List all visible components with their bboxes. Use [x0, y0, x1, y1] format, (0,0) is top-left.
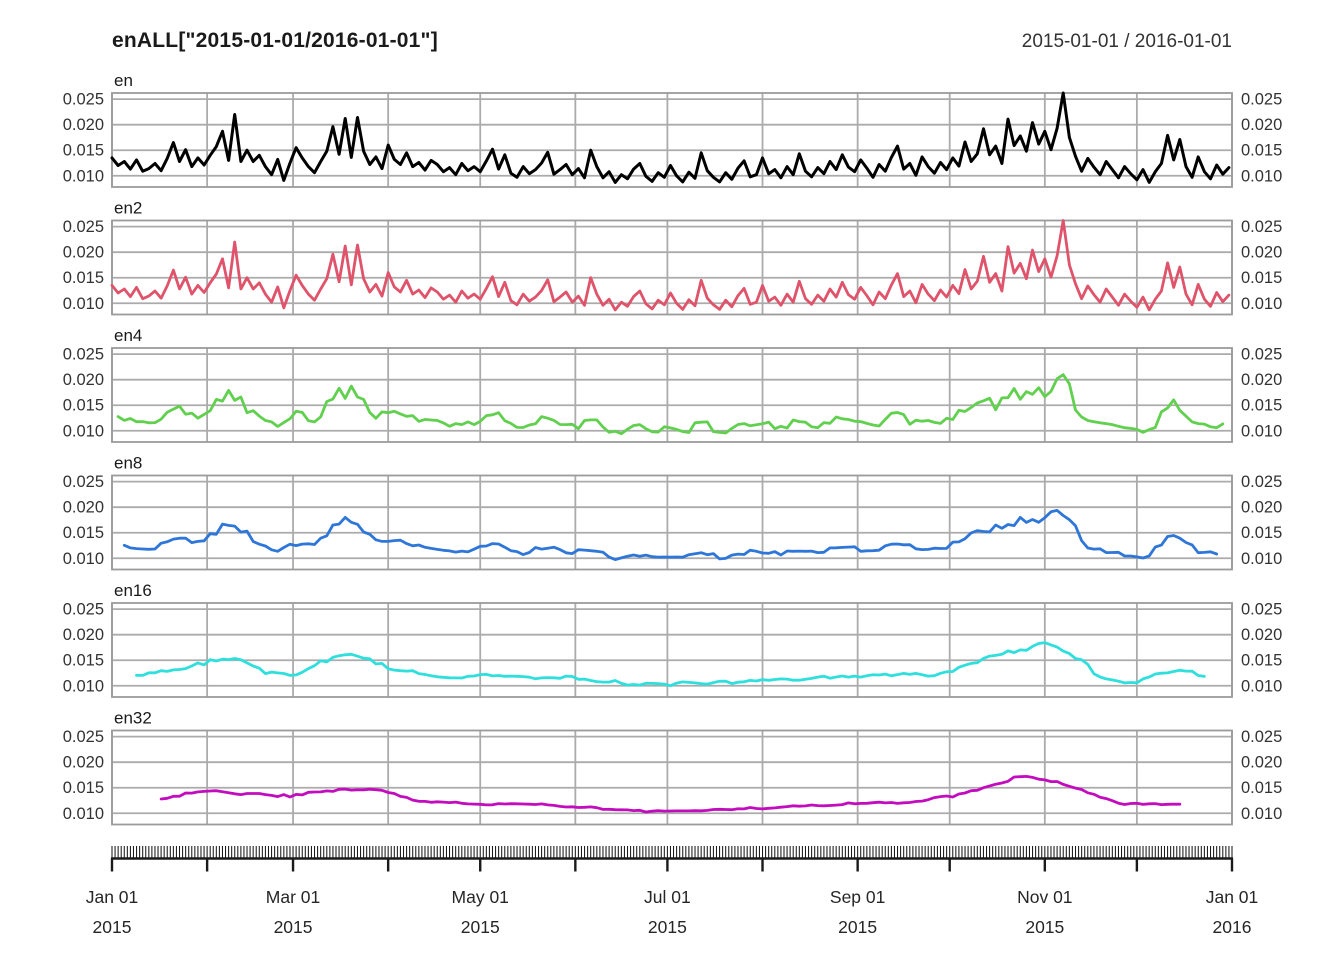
- x-tick-label-month: Jan 01: [86, 887, 139, 907]
- y-tick-label-left: 0.020: [63, 499, 104, 517]
- x-tick-label-month: May 01: [452, 887, 509, 907]
- y-tick-label-left: 0.020: [63, 754, 104, 772]
- panel-label-en32: en32: [114, 709, 152, 728]
- y-tick-label-right: 0.015: [1241, 524, 1282, 542]
- y-tick-label-right: 0.015: [1241, 269, 1282, 287]
- y-tick-label-left: 0.015: [63, 269, 104, 287]
- panel-border-en16: [111, 602, 1233, 698]
- y-tick-label-left: 0.010: [63, 422, 104, 440]
- x-tick-label-month: Mar 01: [266, 887, 320, 907]
- y-tick-label-left: 0.020: [63, 626, 104, 644]
- x-tick-label-year: 2015: [461, 917, 500, 937]
- y-tick-label-left: 0.025: [63, 601, 104, 619]
- y-tick-label-left: 0.015: [63, 397, 104, 415]
- panel-label-en: en: [114, 71, 133, 90]
- y-tick-label-left: 0.015: [63, 524, 104, 542]
- panel-border-en2: [111, 219, 1233, 316]
- y-tick-label-right: 0.025: [1241, 601, 1282, 619]
- series-line-en2: [110, 219, 1231, 312]
- y-tick-label-right: 0.020: [1241, 244, 1282, 262]
- y-tick-label-left: 0.025: [63, 473, 104, 491]
- y-tick-label-right: 0.025: [1241, 346, 1282, 364]
- y-tick-label-right: 0.010: [1241, 550, 1282, 568]
- x-tick-label-month: Jul 01: [644, 887, 691, 907]
- series-line-en8: [122, 508, 1219, 561]
- panel-border-en32: [111, 729, 1233, 826]
- y-tick-label-left: 0.025: [63, 218, 104, 236]
- series-line-en: [110, 91, 1231, 184]
- panel-label-en4: en4: [114, 326, 142, 345]
- series-line-en4: [116, 373, 1225, 436]
- series-line-en16: [135, 641, 1206, 688]
- panel-label-en2: en2: [114, 199, 142, 218]
- panel-label-en16: en16: [114, 581, 152, 600]
- y-tick-label-left: 0.020: [63, 116, 104, 134]
- y-tick-label-left: 0.015: [63, 652, 104, 670]
- y-tick-label-right: 0.010: [1241, 805, 1282, 823]
- y-tick-label-left: 0.010: [63, 295, 104, 313]
- y-tick-label-right: 0.015: [1241, 652, 1282, 670]
- x-tick-label-year: 2016: [1213, 917, 1252, 937]
- y-tick-label-right: 0.025: [1241, 728, 1282, 746]
- y-tick-label-left: 0.020: [63, 371, 104, 389]
- y-tick-label-right: 0.025: [1241, 473, 1282, 491]
- x-tick-label-year: 2015: [648, 917, 687, 937]
- y-tick-label-left: 0.010: [63, 167, 104, 185]
- y-tick-label-right: 0.010: [1241, 677, 1282, 695]
- y-tick-label-right: 0.020: [1241, 754, 1282, 772]
- y-tick-label-left: 0.010: [63, 677, 104, 695]
- panel-label-en8: en8: [114, 454, 142, 473]
- y-tick-label-left: 0.010: [63, 805, 104, 823]
- y-tick-label-right: 0.025: [1241, 91, 1282, 109]
- y-tick-label-right: 0.010: [1241, 167, 1282, 185]
- plot-date-range: 2015-01-01 / 2016-01-01: [1021, 31, 1232, 52]
- y-tick-label-right: 0.010: [1241, 422, 1282, 440]
- series-line-en32: [159, 775, 1182, 814]
- panel-border-en4: [111, 347, 1233, 443]
- x-tick-label-year: 2015: [93, 917, 132, 937]
- y-tick-label-right: 0.015: [1241, 397, 1282, 415]
- y-tick-label-right: 0.015: [1241, 142, 1282, 160]
- y-tick-label-left: 0.010: [63, 550, 104, 568]
- y-tick-label-left: 0.025: [63, 728, 104, 746]
- y-tick-label-right: 0.025: [1241, 218, 1282, 236]
- y-tick-label-right: 0.020: [1241, 371, 1282, 389]
- y-tick-label-right: 0.020: [1241, 116, 1282, 134]
- y-tick-label-left: 0.025: [63, 346, 104, 364]
- y-tick-label-left: 0.025: [63, 91, 104, 109]
- panel-border-en8: [111, 474, 1233, 571]
- plot-title: enALL["2015-01-01/2016-01-01"]: [112, 29, 438, 52]
- y-tick-label-left: 0.015: [63, 779, 104, 797]
- y-tick-label-right: 0.020: [1241, 499, 1282, 517]
- y-tick-label-left: 0.020: [63, 244, 104, 262]
- x-tick-label-month: Jan 01: [1206, 887, 1259, 907]
- y-tick-label-right: 0.010: [1241, 295, 1282, 313]
- x-tick-label-year: 2015: [1025, 917, 1064, 937]
- x-tick-label-month: Nov 01: [1017, 887, 1072, 907]
- y-tick-label-left: 0.015: [63, 142, 104, 160]
- x-tick-label-month: Sep 01: [830, 887, 885, 907]
- x-tick-label-year: 2015: [274, 917, 313, 937]
- y-tick-label-right: 0.020: [1241, 626, 1282, 644]
- y-tick-label-right: 0.015: [1241, 779, 1282, 797]
- panel-border-en: [111, 92, 1233, 188]
- x-tick-label-year: 2015: [838, 917, 877, 937]
